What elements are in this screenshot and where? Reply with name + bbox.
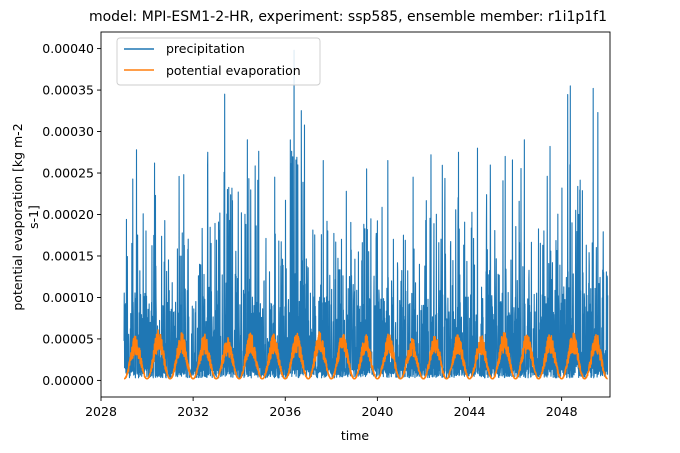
y-tick-label: 0.00005 bbox=[42, 331, 94, 346]
legend: precipitation potential evaporation bbox=[116, 37, 321, 86]
x-tick-label: 2040 bbox=[361, 404, 393, 419]
y-tick-label: 0.00020 bbox=[42, 207, 94, 222]
x-tick-label: 2032 bbox=[177, 404, 209, 419]
plot-area bbox=[123, 49, 609, 380]
chart-title: model: MPI-ESM1-2-HR, experiment: ssp585… bbox=[89, 9, 607, 25]
series-line-precipitation bbox=[123, 49, 609, 379]
y-tick-label: 0.00000 bbox=[42, 373, 94, 388]
y-tick-label: 0.00015 bbox=[42, 248, 94, 263]
y-tick-label: 0.00025 bbox=[42, 166, 94, 181]
y-tick-label: 0.00010 bbox=[42, 290, 94, 305]
y-tick-label: 0.00035 bbox=[42, 83, 94, 98]
x-tick-label: 2048 bbox=[546, 404, 578, 419]
y-axis-label-line-1: potential evaporation [kg m-2 bbox=[10, 123, 25, 310]
y-tick-label: 0.00040 bbox=[42, 41, 94, 56]
x-axis-label: time bbox=[341, 428, 370, 443]
x-tick-label: 2044 bbox=[454, 404, 486, 419]
series-line-potential-evaporation bbox=[123, 329, 609, 380]
legend-box bbox=[116, 37, 321, 86]
y-tick-label: 0.00030 bbox=[42, 124, 94, 139]
y-axis-label-line-2: s-1] bbox=[26, 205, 41, 229]
x-tick-label: 2036 bbox=[269, 404, 301, 419]
legend-label-precipitation: precipitation bbox=[166, 41, 245, 56]
legend-label-potential-evaporation: potential evaporation bbox=[166, 63, 301, 78]
x-tick-label: 2028 bbox=[85, 404, 117, 419]
